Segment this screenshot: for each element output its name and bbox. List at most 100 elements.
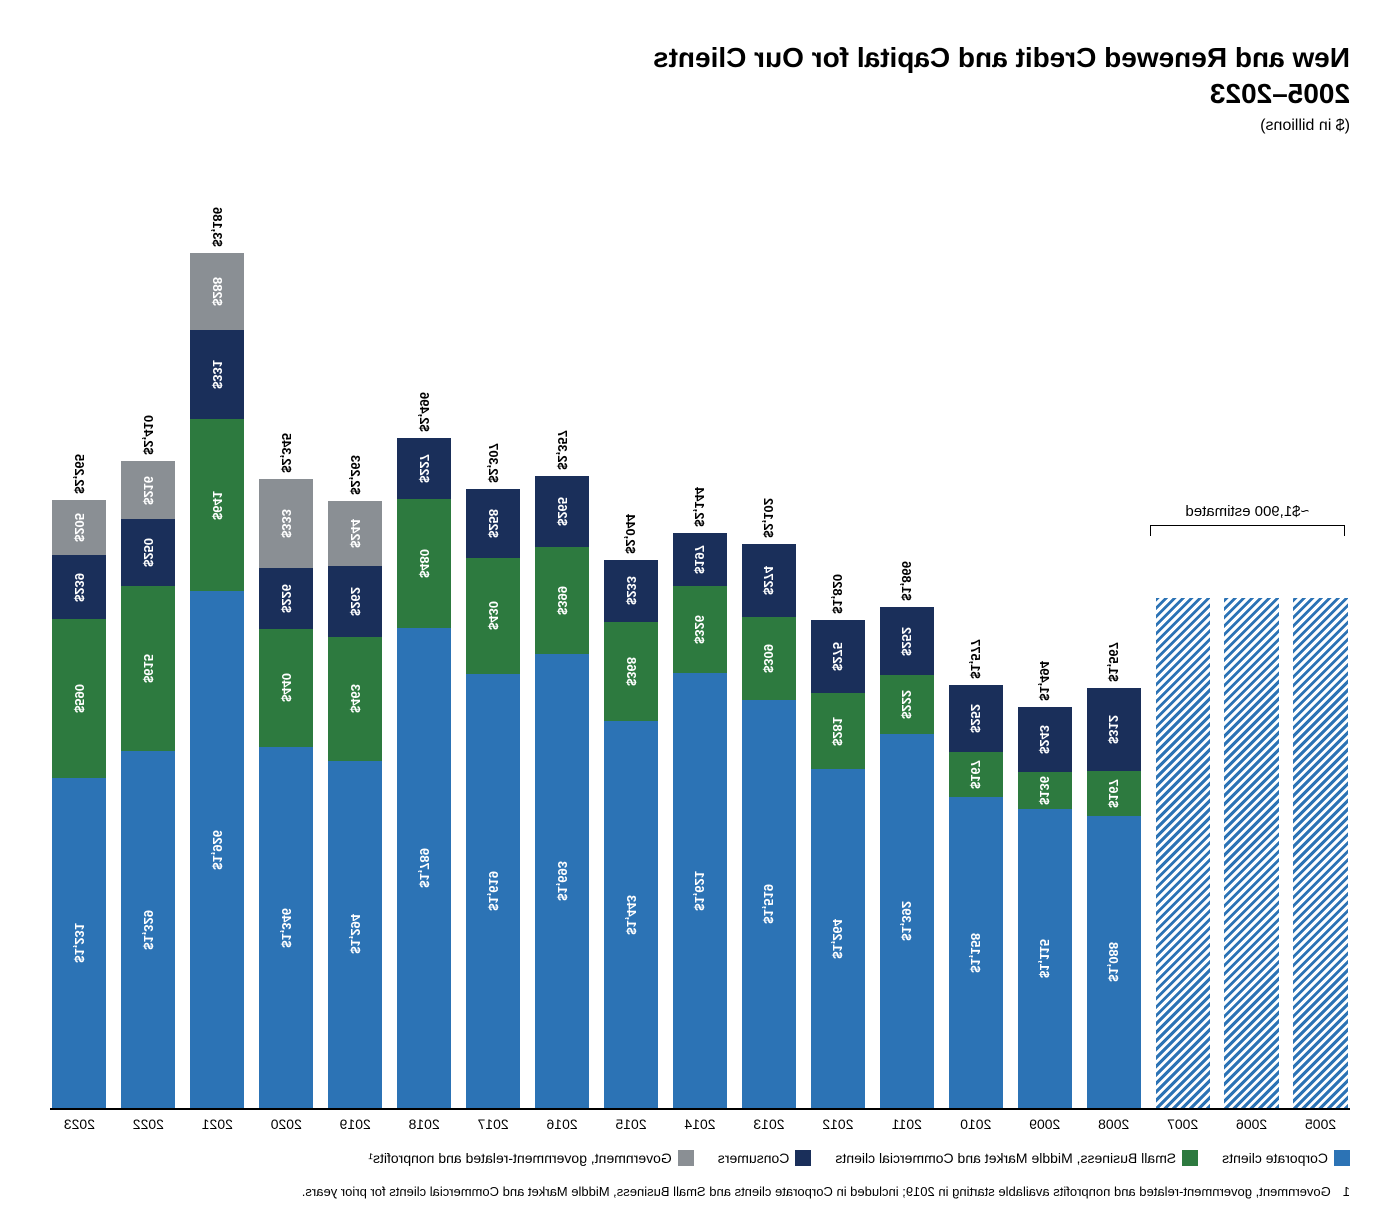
segment-value-label: $1,392 — [899, 901, 914, 941]
bar-total-label: $1,567 — [1106, 642, 1121, 682]
segment-value-label: $252 — [968, 704, 983, 733]
segment-value-label: $258 — [486, 509, 501, 538]
bar-segment-consumers: $274 — [742, 544, 796, 618]
title-block: New and Renewed Credit and Capital for O… — [50, 40, 1350, 135]
bar-segment-smb: $615 — [121, 586, 175, 751]
bar-segment-estimated — [1293, 598, 1347, 1108]
bar-segment-consumers: $233 — [604, 560, 658, 623]
bar-segment-corporate: $1,392 — [880, 734, 934, 1108]
estimate-label: ~$1,900 estimated — [1150, 503, 1345, 520]
segment-value-label: $440 — [279, 673, 294, 702]
bar-column: $1,577$1,158$167$252 — [946, 165, 1005, 1108]
x-axis-year: 2009 — [1015, 1116, 1074, 1132]
bar-total-label: $2,357 — [555, 430, 570, 470]
bar-total-label: $2,345 — [279, 433, 294, 473]
legend-swatch — [795, 1150, 811, 1166]
segment-value-label: $309 — [761, 644, 776, 673]
segment-value-label: $167 — [1106, 779, 1121, 808]
legend-label: Consumers — [718, 1150, 790, 1166]
x-axis-year: 2021 — [188, 1116, 247, 1132]
bar-segment-smb: $309 — [742, 617, 796, 700]
chart-container: New and Renewed Credit and Capital for O… — [50, 40, 1350, 1199]
chart-title-line1: New and Renewed Credit and Capital for O… — [50, 40, 1350, 76]
x-axis-year: 2020 — [257, 1116, 316, 1132]
x-axis-year: 2005 — [1291, 1116, 1350, 1132]
bar-stack: $1,619$430$258 — [466, 489, 520, 1108]
segment-value-label: $430 — [486, 601, 501, 630]
x-axis-year: 2011 — [877, 1116, 936, 1132]
x-axis-year: 2010 — [946, 1116, 1005, 1132]
bar-segment-consumers: $265 — [535, 476, 589, 547]
segment-value-label: $1,443 — [624, 895, 639, 935]
bar-segment-consumers: $250 — [121, 519, 175, 586]
segment-value-label: $205 — [72, 513, 87, 542]
segment-value-label: $252 — [899, 627, 914, 656]
bar-stack: $1,346$440$226$333 — [259, 479, 313, 1108]
x-axis-labels: 2005200620072008200920102011201220132014… — [50, 1116, 1350, 1132]
bar-total-label: $2,044 — [624, 514, 639, 554]
bar-total-label: $2,102 — [761, 498, 776, 538]
bar-column: $2,496$1,789$480$227 — [395, 165, 454, 1108]
bar-segment-corporate: $1,088 — [1087, 816, 1141, 1108]
segment-value-label: $615 — [141, 654, 156, 683]
bar-segment-estimated — [1156, 598, 1210, 1108]
bar-total-label: $3,186 — [210, 207, 225, 247]
bar-stack: $1,158$167$252 — [949, 685, 1003, 1108]
legend-item-consumers: Consumers — [718, 1150, 812, 1166]
segment-value-label: $265 — [555, 497, 570, 526]
x-axis-year: 2006 — [1222, 1116, 1281, 1132]
segment-value-label: $1,621 — [692, 871, 707, 911]
bar-segment-corporate: $1,443 — [604, 721, 658, 1108]
bar-segment-government: $333 — [259, 479, 313, 568]
segment-value-label: $244 — [348, 519, 363, 548]
bar-stack: $1,621$326$197 — [673, 533, 727, 1108]
bar-segment-consumers: $252 — [880, 607, 934, 675]
bar-segment-corporate: $1,621 — [673, 673, 727, 1108]
footnote-text: Government, government-related and nonpr… — [302, 1184, 1331, 1199]
legend-item-corporate: Corporate clients — [1222, 1150, 1350, 1166]
legend-item-smb: Small Business, Middle Market and Commer… — [835, 1150, 1198, 1166]
x-axis-year: 2017 — [464, 1116, 523, 1132]
bar-segment-smb: $136 — [1018, 772, 1072, 808]
segment-value-label: $281 — [830, 717, 845, 746]
segment-value-label: $262 — [348, 587, 363, 616]
bar-column: $3,186 $1,926$641$331$288 — [188, 165, 247, 1108]
bar-segment-consumers: $227 — [397, 438, 451, 499]
bar-total-label: $2,307 — [486, 443, 501, 483]
legend-label: Corporate clients — [1222, 1150, 1328, 1166]
bar-column: $2,102$1,519$309$274 — [739, 165, 798, 1108]
bar-segment-corporate: $1,926 — [190, 591, 244, 1108]
bar-segment-smb: $167 — [949, 752, 1003, 797]
bar-segment-estimated — [1224, 598, 1278, 1108]
bar-stack: $1,392 $222 $252 — [880, 607, 934, 1108]
plot-area: $1,567$1,088$167$312$1,494$1,115$136$243… — [50, 165, 1350, 1110]
segment-value-label: $368 — [624, 657, 639, 686]
bar-column: $1,567 $1,088 $167 $312 — [1084, 165, 1143, 1108]
bar-column: $2,265$1,231$590$239$205 — [50, 165, 109, 1108]
bar-segment-smb: $480 — [397, 499, 451, 628]
bar-segment-corporate: $1,789 — [397, 628, 451, 1108]
bar-segment-corporate: $1,294 — [328, 761, 382, 1108]
bar-column — [1222, 165, 1281, 1108]
chart-title-line2: 2005–2023 — [50, 76, 1350, 112]
chart-subtitle: ($ in billions) — [50, 117, 1350, 135]
segment-value-label: $1,294 — [348, 914, 363, 954]
segment-value-label: $239 — [72, 573, 87, 602]
bar-segment-consumers: $262 — [328, 566, 382, 636]
bar-stack: $1,294$463$262$244 — [328, 501, 382, 1108]
bar-segment-consumers: $243 — [1018, 707, 1072, 772]
bar-column: $2,357$1,693$399$265 — [533, 165, 592, 1108]
x-axis-year: 2012 — [808, 1116, 867, 1132]
segment-value-label: $222 — [899, 690, 914, 719]
bar-stack: $1,926$641$331$288 — [190, 253, 244, 1108]
legend-item-government: Government, government-related and nonpr… — [368, 1150, 694, 1166]
bar-segment-consumers: $252 — [949, 685, 1003, 753]
bar-segment-smb: $590 — [52, 619, 106, 777]
x-axis-year: 2023 — [50, 1116, 109, 1132]
x-axis-year: 2014 — [670, 1116, 729, 1132]
segment-value-label: $312 — [1106, 715, 1121, 744]
legend-swatch — [678, 1150, 694, 1166]
bar-stack: $1,264$281$275 — [811, 620, 865, 1108]
bar-stack: $1,231$590$239$205 — [52, 500, 106, 1108]
bar-segment-smb: $222 — [880, 675, 934, 735]
